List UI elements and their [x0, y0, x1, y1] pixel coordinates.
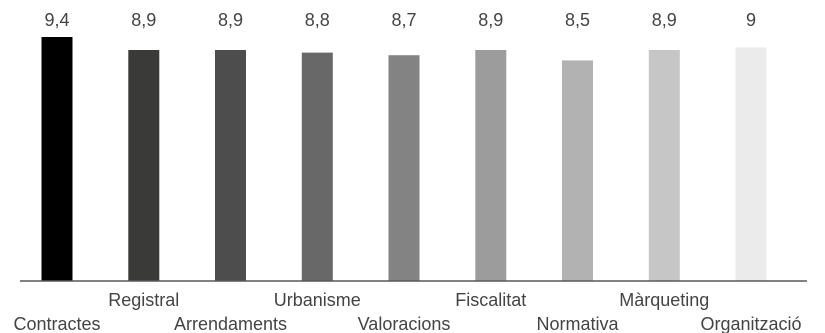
bar-valoracions — [388, 55, 420, 282]
value-label: 8,9 — [218, 10, 243, 30]
bar-arrendaments — [215, 50, 246, 281]
value-label: 8,9 — [131, 10, 156, 30]
category-label: Registral — [108, 290, 179, 310]
bar-contractes — [41, 37, 73, 281]
bar-registral — [128, 50, 160, 281]
value-label: 8,9 — [478, 10, 503, 30]
value-label: 8,9 — [652, 10, 677, 30]
value-label: 9 — [746, 10, 756, 30]
category-label: Valoracions — [358, 314, 451, 333]
category-label: Normativa — [536, 314, 619, 333]
bar-urbanisme — [301, 52, 333, 281]
bar-organització — [735, 47, 767, 282]
value-label: 8,8 — [305, 10, 330, 30]
category-label: Contractes — [13, 314, 100, 333]
category-label: Organització — [700, 314, 801, 333]
category-label: Urbanisme — [274, 290, 361, 310]
bar-màrqueting — [648, 50, 680, 281]
value-label: 8,7 — [391, 10, 416, 30]
category-label: Arrendaments — [174, 314, 287, 333]
category-label: Fiscalitat — [455, 290, 526, 310]
bar-normativa — [562, 60, 593, 282]
bar-fiscalitat — [475, 50, 507, 281]
category-label: Màrqueting — [619, 290, 709, 310]
value-label: 8,5 — [565, 10, 590, 30]
value-label: 9,4 — [44, 10, 69, 30]
